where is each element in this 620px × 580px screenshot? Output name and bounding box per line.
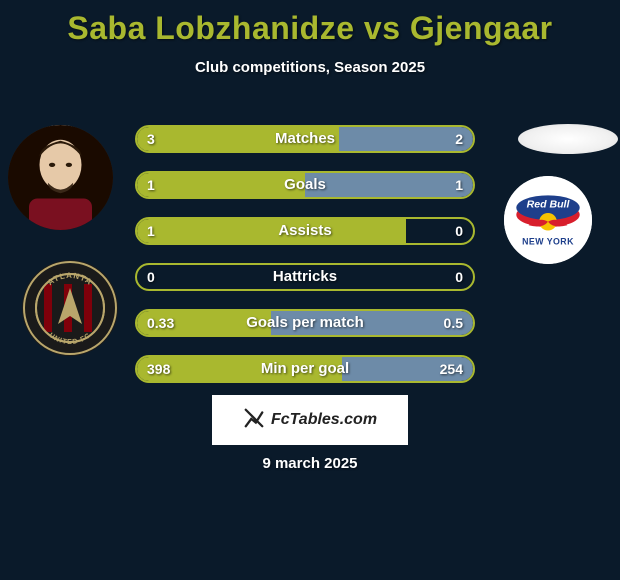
stat-value-right: 2 xyxy=(455,127,463,151)
stat-value-right: 254 xyxy=(440,357,463,381)
stat-label: Goals per match xyxy=(137,311,473,335)
source-badge: FcTables.com xyxy=(212,395,408,445)
stat-value-right: 0.5 xyxy=(444,311,463,335)
stat-label: Goals xyxy=(137,173,473,197)
page-title: Saba Lobzhanidze vs Gjengaar xyxy=(0,0,620,47)
stat-row: Goals1 1 xyxy=(135,171,475,199)
stat-value-left: 0 xyxy=(147,265,155,289)
svg-text:NEW YORK: NEW YORK xyxy=(522,237,574,247)
stat-value-left: 3 xyxy=(147,127,155,151)
svg-text:Red Bull: Red Bull xyxy=(527,199,571,211)
player-right-club-logo: Red Bull NEW YORK xyxy=(504,176,592,264)
stat-row: Matches3 2 xyxy=(135,125,475,153)
player-left-avatar xyxy=(8,125,113,230)
stat-label: Hattricks xyxy=(137,265,473,289)
player-left-club-logo: ATLANTA UNITED FC xyxy=(20,258,120,358)
stat-row: Assists1 0 xyxy=(135,217,475,245)
stat-row: Min per goal398 254 xyxy=(135,355,475,383)
stat-row: Hattricks0 0 xyxy=(135,263,475,291)
stat-label: Min per goal xyxy=(137,357,473,381)
stat-value-left: 398 xyxy=(147,357,170,381)
stat-value-right: 0 xyxy=(455,265,463,289)
stat-value-right: 0 xyxy=(455,219,463,243)
comparison-bars: Matches32Goals11Assists10Hattricks00Goal… xyxy=(135,125,475,401)
page-subtitle: Club competitions, Season 2025 xyxy=(0,59,620,76)
source-icon xyxy=(243,407,265,434)
stat-label: Assists xyxy=(137,219,473,243)
stat-value-left: 1 xyxy=(147,219,155,243)
stat-value-right: 1 xyxy=(455,173,463,197)
player-right-avatar xyxy=(518,124,618,154)
stat-value-left: 1 xyxy=(147,173,155,197)
generation-date: 9 march 2025 xyxy=(0,455,620,472)
source-label: FcTables.com xyxy=(271,411,377,429)
stat-value-left: 0.33 xyxy=(147,311,174,335)
stat-label: Matches xyxy=(137,127,473,151)
stat-row: Goals per match0.33 0.5 xyxy=(135,309,475,337)
